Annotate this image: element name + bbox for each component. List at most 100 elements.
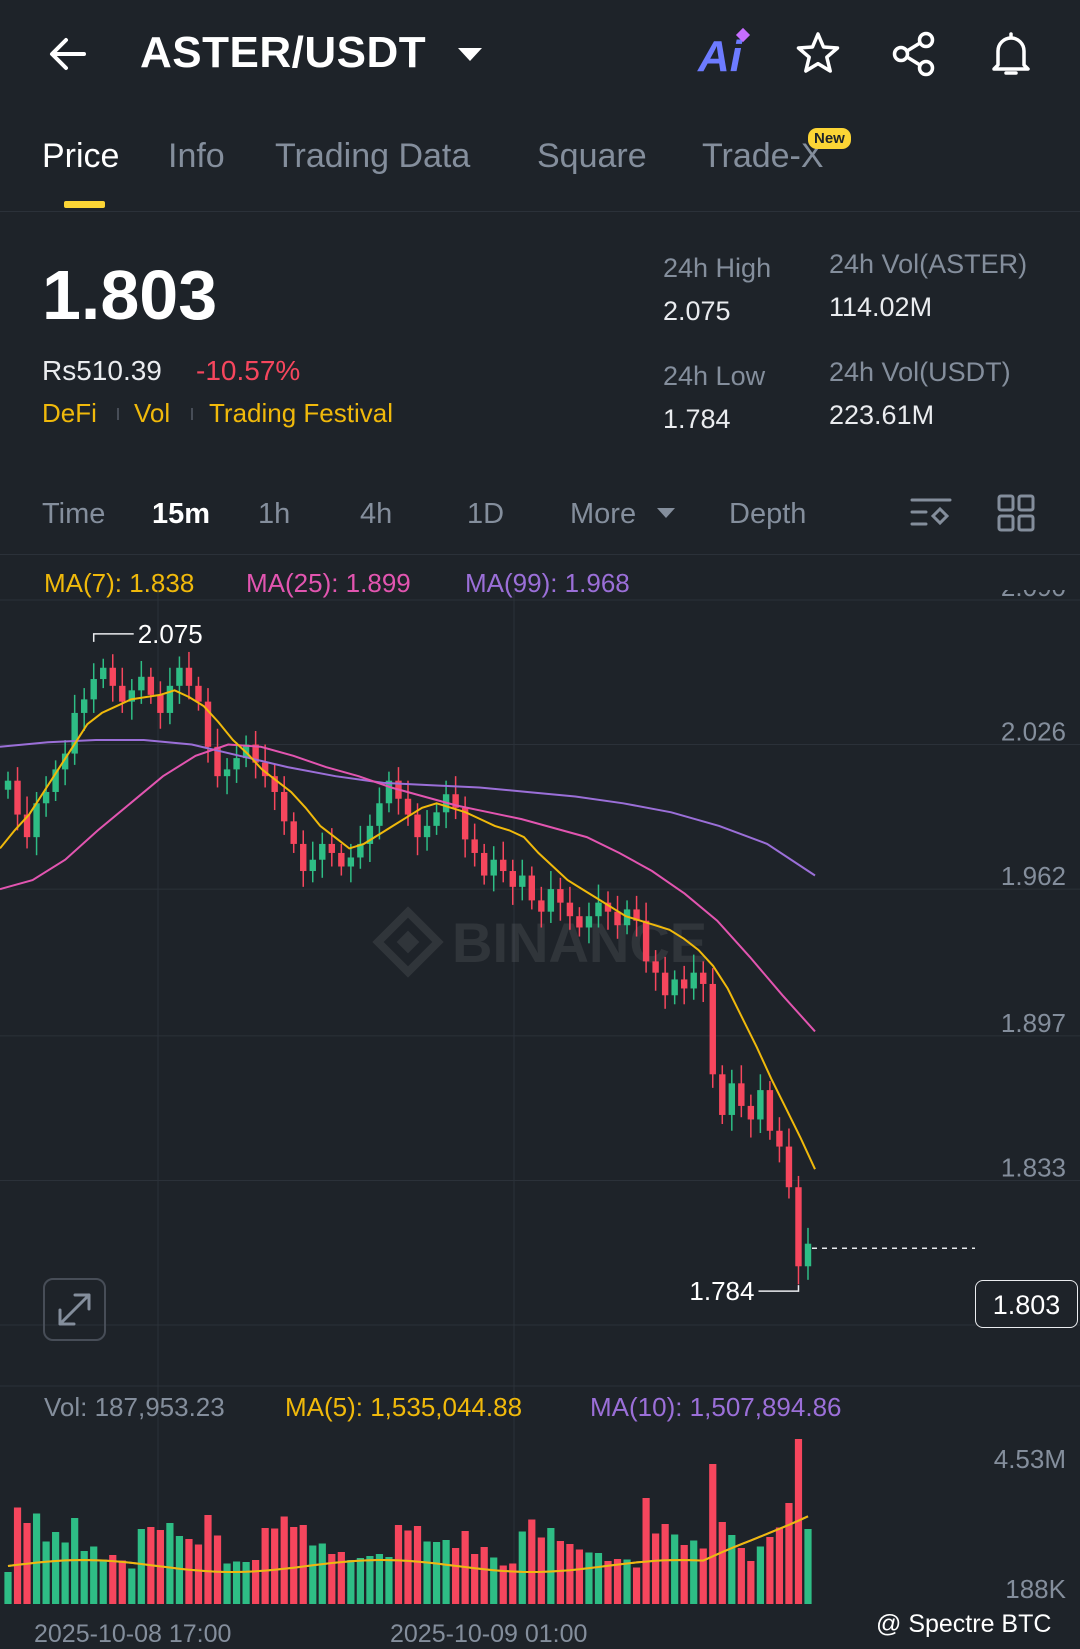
stat-24h-low-label: 24h Low: [663, 361, 766, 391]
volume-bar: [747, 1561, 755, 1604]
volume-bar: [90, 1546, 98, 1604]
price-chart[interactable]: BINANCE 2.0751.7842.0902.0261.9621.8971.…: [0, 590, 1080, 1648]
tab-trade-x[interactable]: Trade-X: [702, 137, 824, 175]
candle: [366, 814, 374, 862]
candle: [157, 681, 164, 729]
volume-bar: [785, 1503, 793, 1604]
volume-bar: [128, 1568, 136, 1604]
more-caret-icon[interactable]: [657, 508, 675, 518]
candle: [433, 803, 440, 835]
volume-bar: [309, 1545, 317, 1604]
depth-chart-toggle[interactable]: Depth: [729, 498, 807, 530]
volume-bar: [375, 1554, 384, 1604]
volume-bar: [413, 1526, 422, 1604]
candle: [414, 803, 421, 856]
candle: [804, 1227, 812, 1280]
trading-pair-title[interactable]: ASTER/USDT: [140, 28, 427, 77]
expand-chart-button[interactable]: [43, 1278, 106, 1341]
interval-more[interactable]: More: [570, 498, 637, 530]
tag-trading-festival[interactable]: Trading Festival: [209, 398, 393, 428]
interval-15m[interactable]: 15m: [152, 498, 211, 530]
high-annotation: 2.075: [138, 619, 203, 649]
candle: [538, 886, 545, 928]
candle: [23, 796, 31, 849]
stat-24h-vol-quote-value: 223.61M: [829, 400, 935, 430]
volume-bar: [575, 1549, 584, 1604]
candle: [728, 1069, 736, 1131]
candle: [423, 810, 431, 851]
grid-layout-icon[interactable]: [997, 494, 1037, 534]
last-price: 1.803: [42, 256, 218, 334]
candle: [404, 780, 412, 826]
volume-bar: [661, 1524, 669, 1604]
candle: [490, 846, 497, 892]
volume-bar: [547, 1528, 555, 1604]
interval-1h[interactable]: 1h: [258, 498, 291, 530]
indicator-settings-icon[interactable]: [910, 494, 954, 534]
tab-info[interactable]: Info: [168, 137, 225, 175]
candle: [252, 730, 259, 779]
candle: [795, 1175, 802, 1285]
ma25-line: [0, 743, 816, 1033]
tag-vol[interactable]: Vol: [134, 398, 171, 428]
ma7-line: [0, 689, 816, 1170]
price-axis-tick: 1.897: [1001, 1008, 1066, 1038]
volume-axis-tick-min: 188K: [1005, 1574, 1066, 1604]
price-axis-tick: 2.026: [1001, 717, 1066, 747]
chevron-down-icon[interactable]: [458, 48, 482, 61]
interval-time[interactable]: Time: [42, 498, 106, 530]
volume-bar: [271, 1528, 279, 1604]
volume-bar: [432, 1542, 441, 1604]
stat-24h-vol-base-value: 114.02M: [829, 292, 933, 322]
candle: [61, 740, 69, 786]
volume-bar: [109, 1555, 117, 1604]
volume-bar: [137, 1529, 145, 1604]
candle: [738, 1065, 745, 1118]
candle: [719, 1065, 726, 1124]
volume-bar: [185, 1539, 193, 1604]
candle: [147, 667, 155, 704]
candle: [595, 884, 602, 928]
header-bar: ASTER/USDT Ai: [0, 0, 1080, 110]
volume-bar: [652, 1533, 660, 1604]
ma99-label: MA(99): 1.968: [465, 568, 630, 598]
star-icon[interactable]: [792, 28, 844, 80]
share-icon[interactable]: [888, 28, 940, 80]
volume-bar: [452, 1548, 460, 1604]
candle: [119, 667, 126, 713]
volume-bar: [337, 1552, 345, 1604]
ma99-line: [0, 739, 816, 877]
ma7-label: MA(7): 1.838: [44, 568, 195, 598]
volume-bar: [499, 1565, 507, 1604]
candle: [747, 1094, 755, 1138]
interval-1d[interactable]: 1D: [467, 498, 505, 530]
back-arrow-icon[interactable]: [44, 28, 96, 80]
volume-bar: [404, 1530, 412, 1604]
volume-bar: [299, 1525, 307, 1604]
volume-bar: [490, 1557, 498, 1604]
volume-bar: [166, 1523, 174, 1604]
tab-trading-data[interactable]: Trading Data: [275, 137, 471, 175]
price-axis-tick: 1.962: [1001, 861, 1066, 891]
bell-icon[interactable]: [985, 28, 1037, 80]
price-axis-tick: 2.090: [1001, 590, 1066, 602]
volume-bar: [4, 1572, 12, 1604]
ai-assistant-icon[interactable]: Ai: [698, 32, 742, 81]
tag-defi[interactable]: DeFi: [42, 398, 97, 428]
volume-bars-layer: [4, 1439, 812, 1604]
volume-bar: [709, 1464, 717, 1604]
volume-bar: [232, 1561, 241, 1604]
candle: [471, 823, 478, 867]
candle: [633, 895, 640, 937]
volume-bar: [442, 1540, 450, 1604]
candle: [319, 832, 326, 878]
volume-bar: [423, 1541, 431, 1604]
candle: [166, 667, 174, 725]
tab-square[interactable]: Square: [537, 137, 647, 175]
volume-bar: [318, 1543, 326, 1604]
candle: [614, 895, 621, 939]
tab-price[interactable]: Price: [42, 137, 120, 175]
volume-bar: [690, 1540, 698, 1604]
interval-4h[interactable]: 4h: [360, 498, 393, 530]
candle: [271, 764, 278, 811]
